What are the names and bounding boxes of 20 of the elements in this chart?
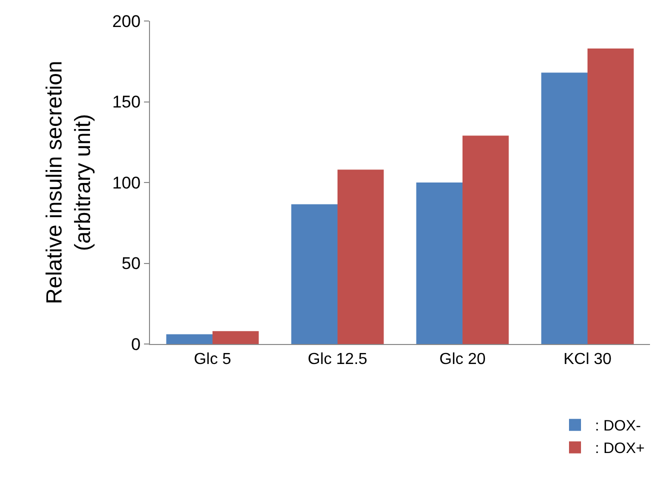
bar [462,136,509,344]
y-axis-title: Relative insulin secretion (arbitrary unit) [41,60,96,304]
x-tick-label: Glc 12.5 [308,351,368,368]
bar [212,331,259,344]
y-tick-label: 150 [112,92,141,112]
bar [338,170,384,344]
x-tick-label: KCl 30 [563,351,612,368]
legend-label: : DOX- [595,418,641,435]
legend-label: : DOX+ [595,440,645,458]
bar [166,334,212,344]
bar [291,204,338,344]
y-tick-label: 200 [112,12,141,31]
y-tick-label: 0 [131,334,141,354]
x-tick-label: Glc 5 [194,351,232,368]
bar [541,72,588,344]
bar [416,182,462,344]
x-tick-label: Glc 20 [439,351,486,368]
y-tick-label: 100 [112,173,141,192]
y-tick-label: 50 [122,254,141,274]
bar [588,48,634,344]
